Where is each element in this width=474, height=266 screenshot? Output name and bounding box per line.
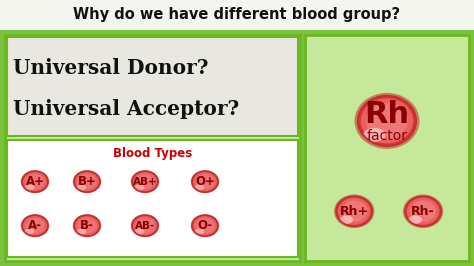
FancyBboxPatch shape: [0, 0, 474, 30]
Ellipse shape: [341, 201, 367, 222]
Ellipse shape: [76, 228, 86, 235]
Text: Blood Types: Blood Types: [113, 148, 192, 160]
Ellipse shape: [21, 214, 49, 237]
Ellipse shape: [355, 93, 419, 149]
Text: Universal Donor?: Universal Donor?: [13, 58, 209, 78]
Ellipse shape: [132, 215, 158, 236]
Ellipse shape: [194, 228, 204, 235]
Text: Rh: Rh: [365, 100, 410, 129]
Ellipse shape: [131, 214, 159, 237]
Text: AB-: AB-: [135, 221, 155, 231]
Ellipse shape: [131, 170, 159, 193]
Ellipse shape: [135, 174, 155, 189]
Ellipse shape: [25, 174, 45, 189]
Text: Rh-: Rh-: [411, 205, 435, 218]
Ellipse shape: [361, 98, 413, 143]
Text: Universal Acceptor?: Universal Acceptor?: [13, 99, 239, 119]
Text: O+: O+: [195, 175, 215, 188]
Text: Rh+: Rh+: [340, 205, 369, 218]
Ellipse shape: [77, 174, 97, 189]
Text: B-: B-: [80, 219, 94, 232]
Ellipse shape: [357, 95, 417, 146]
Ellipse shape: [407, 198, 439, 225]
Ellipse shape: [21, 170, 49, 193]
Ellipse shape: [133, 216, 157, 235]
Ellipse shape: [195, 174, 215, 189]
Text: B+: B+: [78, 175, 96, 188]
Text: A+: A+: [26, 175, 45, 188]
Ellipse shape: [25, 218, 45, 234]
Ellipse shape: [74, 215, 100, 236]
Ellipse shape: [194, 185, 204, 190]
Ellipse shape: [74, 171, 100, 192]
Ellipse shape: [405, 196, 441, 227]
Ellipse shape: [24, 228, 34, 235]
Ellipse shape: [75, 216, 99, 235]
Text: O-: O-: [198, 219, 212, 232]
Ellipse shape: [132, 171, 158, 192]
Ellipse shape: [77, 218, 97, 234]
Ellipse shape: [408, 215, 422, 224]
Ellipse shape: [191, 214, 219, 237]
Ellipse shape: [73, 214, 101, 237]
Ellipse shape: [338, 198, 370, 225]
FancyBboxPatch shape: [5, 35, 300, 261]
Text: A-: A-: [28, 219, 42, 232]
Ellipse shape: [334, 194, 374, 228]
Ellipse shape: [24, 185, 34, 190]
Ellipse shape: [366, 103, 408, 139]
Text: Why do we have different blood group?: Why do we have different blood group?: [73, 7, 401, 23]
Ellipse shape: [336, 196, 373, 227]
Text: factor: factor: [366, 129, 408, 143]
FancyBboxPatch shape: [305, 35, 469, 261]
Ellipse shape: [195, 218, 215, 234]
Ellipse shape: [73, 170, 101, 193]
Text: AB+: AB+: [133, 177, 157, 187]
Ellipse shape: [410, 201, 436, 222]
Ellipse shape: [363, 128, 385, 142]
Ellipse shape: [23, 216, 47, 235]
Ellipse shape: [76, 185, 86, 190]
Ellipse shape: [135, 218, 155, 234]
Ellipse shape: [193, 216, 217, 235]
Ellipse shape: [134, 185, 144, 190]
Ellipse shape: [193, 172, 217, 191]
Ellipse shape: [22, 215, 48, 236]
FancyBboxPatch shape: [7, 37, 298, 136]
Ellipse shape: [403, 194, 443, 228]
Ellipse shape: [192, 171, 218, 192]
Ellipse shape: [23, 172, 47, 191]
Ellipse shape: [339, 215, 353, 224]
Ellipse shape: [134, 228, 144, 235]
Ellipse shape: [75, 172, 99, 191]
Ellipse shape: [133, 172, 157, 191]
Ellipse shape: [22, 171, 48, 192]
FancyBboxPatch shape: [7, 140, 298, 257]
Ellipse shape: [191, 170, 219, 193]
Ellipse shape: [192, 215, 218, 236]
